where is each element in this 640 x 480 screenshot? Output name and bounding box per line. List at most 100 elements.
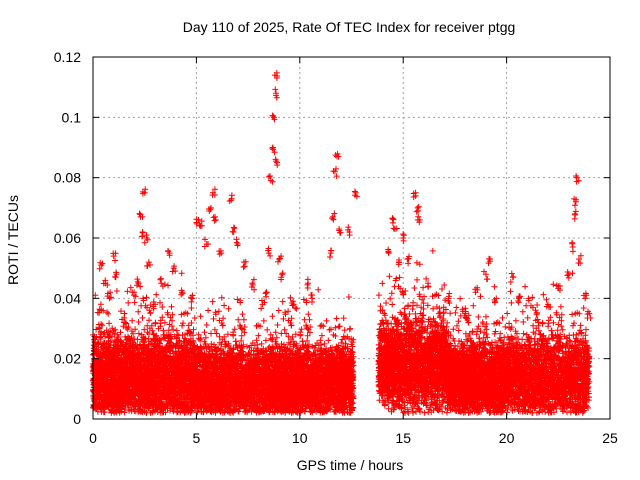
data-point: [131, 289, 138, 296]
data-point: [273, 92, 280, 99]
data-point: [111, 273, 118, 280]
data-point: [273, 158, 280, 165]
data-point: [209, 192, 216, 199]
data-point: [423, 275, 430, 282]
data-point: [233, 236, 240, 243]
x-tick-label: 0: [89, 430, 97, 446]
data-point: [196, 222, 203, 229]
data-point: [248, 283, 255, 290]
data-point: [333, 173, 340, 180]
data-point: [150, 298, 157, 305]
dense-point-cloud: [90, 247, 593, 416]
data-point: [210, 214, 217, 221]
data-point: [474, 286, 481, 293]
data-point: [273, 69, 280, 76]
data-point: [150, 305, 157, 312]
data-point: [331, 210, 338, 217]
data-point: [329, 213, 336, 220]
data-point: [241, 263, 248, 270]
data-point: [258, 305, 265, 312]
data-point: [136, 210, 143, 217]
data-point: [385, 248, 392, 255]
data-point: [309, 292, 316, 299]
data-point: [491, 298, 498, 305]
data-point: [265, 173, 272, 180]
data-point: [110, 250, 117, 257]
data-point: [515, 297, 522, 304]
data-point: [543, 296, 550, 303]
data-point: [532, 317, 539, 324]
data-point: [292, 304, 299, 311]
data-point: [166, 252, 173, 259]
data-point: [273, 75, 280, 82]
data-point: [332, 165, 339, 172]
data-point: [275, 258, 282, 265]
data-point: [406, 253, 413, 260]
x-tick-label: 15: [395, 430, 411, 446]
data-point: [573, 196, 580, 203]
data-point: [412, 192, 419, 199]
data-point: [279, 270, 286, 277]
data-point: [414, 207, 421, 214]
data-point: [172, 268, 179, 275]
data-point: [573, 178, 580, 185]
data-point: [159, 283, 166, 290]
data-point: [308, 299, 315, 306]
data-point: [250, 276, 257, 283]
data-point: [157, 275, 164, 282]
data-point: [400, 232, 407, 239]
data-point: [201, 243, 208, 250]
x-axis-label: GPS time / hours: [297, 457, 404, 473]
data-point: [278, 276, 285, 283]
data-point: [335, 153, 342, 160]
data-point: [584, 311, 591, 318]
data-point: [95, 321, 102, 328]
data-point: [582, 295, 589, 302]
data-point: [270, 112, 277, 119]
data-point: [165, 248, 172, 255]
data-point: [575, 256, 582, 263]
data-point: [327, 247, 334, 254]
data-point: [139, 213, 146, 220]
data-point: [134, 276, 141, 283]
x-tick-label: 20: [499, 430, 515, 446]
data-point: [480, 268, 487, 275]
y-axis-label: ROTI / TECUs: [5, 195, 21, 285]
data-point: [228, 192, 235, 199]
data-point: [141, 239, 148, 246]
data-point: [145, 259, 152, 266]
data-point: [107, 294, 114, 301]
data-point: [265, 245, 272, 252]
data-point: [575, 259, 582, 266]
data-point: [564, 268, 571, 275]
data-point: [464, 315, 471, 322]
data-point: [330, 216, 337, 223]
data-point: [202, 236, 209, 243]
data-point: [205, 241, 212, 248]
data-point: [211, 217, 218, 224]
data-point: [178, 291, 185, 298]
data-point: [143, 232, 150, 239]
data-point: [97, 328, 104, 335]
data-points: [90, 69, 594, 416]
y-tick-label: 0.06: [54, 230, 81, 246]
data-point: [351, 188, 358, 195]
data-point: [395, 256, 402, 263]
data-point: [572, 202, 579, 209]
data-point: [139, 190, 146, 197]
data-point: [446, 290, 453, 297]
data-point: [187, 294, 194, 301]
data-point: [267, 252, 274, 259]
data-point: [279, 271, 286, 278]
x-tick-label: 25: [602, 430, 618, 446]
data-point: [144, 236, 151, 243]
data-point: [516, 293, 523, 300]
data-point: [193, 216, 200, 223]
data-point: [104, 281, 111, 288]
data-point: [507, 279, 514, 286]
data-point: [572, 208, 579, 215]
y-tick-label: 0.08: [54, 170, 81, 186]
data-point: [390, 216, 397, 223]
data-point: [508, 270, 515, 277]
data-point: [100, 280, 107, 287]
